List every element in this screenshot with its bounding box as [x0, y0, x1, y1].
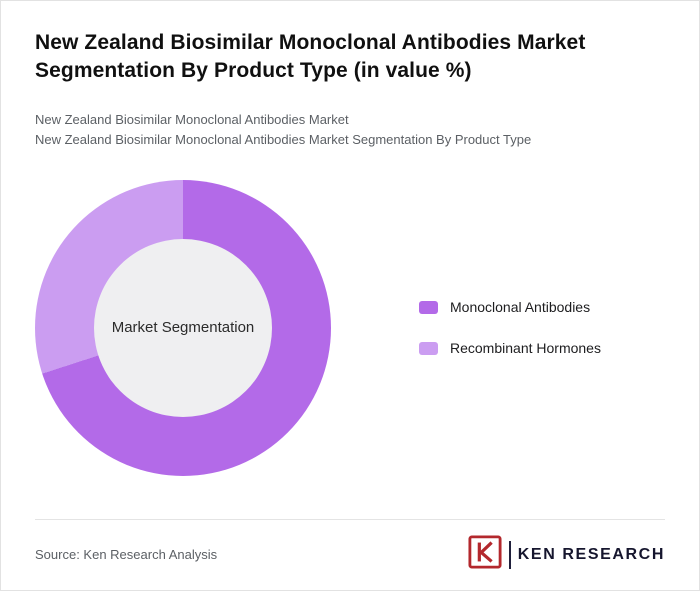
donut-center-label: Market Segmentation: [111, 319, 255, 337]
chart-title: New Zealand Biosimilar Monoclonal Antibo…: [35, 31, 586, 83]
legend-swatch-monoclonal-antibodies: [419, 300, 438, 314]
header: New Zealand Biosimilar Monoclonal Antibo…: [1, 1, 699, 150]
legend-item: Recombinant Hormones: [419, 340, 601, 356]
legend-label: Monoclonal Antibodies: [450, 299, 591, 316]
legend-label: Recombinant Hormones: [450, 340, 601, 357]
ken-research-logo: KEN RESEARCH: [468, 535, 665, 574]
logo-brand-text: KEN RESEARCH: [517, 545, 665, 563]
logo-separator: [508, 540, 511, 569]
donut-center: Market Segmentation: [94, 238, 272, 417]
legend-swatch-recombinant-hormones: [419, 341, 438, 355]
chart-area: Market Segmentation Monoclonal Antibodie…: [1, 150, 699, 476]
subtitle-line-2: New Zealand Biosimilar Monoclonal Antibo…: [35, 131, 532, 147]
subtitle-line-1: New Zealand Biosimilar Monoclonal Antibo…: [35, 111, 349, 127]
donut-chart-wrapper: Market Segmentation: [35, 179, 331, 476]
source-text: Source: Ken Research Analysis: [35, 547, 218, 562]
chart-legend: Monoclonal Antibodies Recombinant Hormon…: [419, 299, 601, 356]
footer: Source: Ken Research Analysis KEN RESEAR…: [35, 519, 665, 574]
logo-k-box-icon: [468, 535, 502, 574]
legend-item: Monoclonal Antibodies: [419, 299, 601, 315]
